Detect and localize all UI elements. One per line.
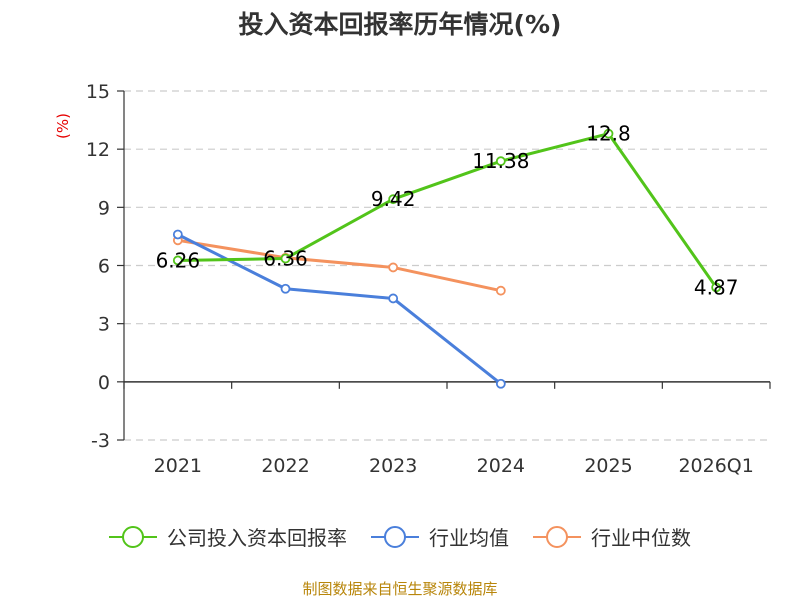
legend-circle-icon: [384, 526, 406, 548]
data-point[interactable]: [495, 378, 506, 389]
y-tick-label: 0: [98, 372, 110, 394]
y-tick-label: 12: [86, 139, 110, 161]
legend-item[interactable]: 行业中位数: [533, 526, 691, 550]
legend[interactable]: 公司投入资本回报率 行业均值 行业中位数: [109, 526, 691, 550]
legend-circle-icon: [546, 526, 568, 548]
data-point[interactable]: [495, 156, 506, 167]
y-tick-label: -3: [91, 430, 110, 452]
series-line: [177, 132, 718, 289]
data-labels: 6.26 6.36 9.42 11.38 12.8 4.87: [156, 122, 739, 300]
data-point[interactable]: [280, 253, 291, 264]
data-point[interactable]: [388, 194, 399, 205]
legend-item[interactable]: 行业均值: [371, 526, 509, 550]
legend-item[interactable]: 公司投入资本回报率: [109, 526, 347, 550]
x-tick-label: 2022: [261, 455, 309, 477]
legend-label: 公司投入资本回报率: [167, 526, 347, 550]
x-tick-label: 2023: [369, 455, 417, 477]
data-point[interactable]: [280, 283, 291, 294]
source-note: 制图数据来自恒生聚源数据库: [302, 580, 497, 598]
series-line: [177, 238, 502, 293]
legend-label: 行业中位数: [591, 526, 691, 550]
legend-circle-icon: [122, 526, 144, 548]
data-label: 4.87: [694, 275, 739, 299]
data-point[interactable]: [172, 229, 183, 240]
data-point[interactable]: [388, 262, 399, 273]
x-tick-label: 2026Q1: [678, 455, 753, 477]
y-tick-label: 9: [98, 197, 110, 219]
data-point[interactable]: [172, 255, 183, 266]
y-tick-label: 6: [98, 256, 110, 278]
data-point[interactable]: [388, 293, 399, 304]
data-label: 6.36: [263, 247, 308, 271]
data-label: 9.42: [371, 187, 416, 211]
series-line: [177, 233, 502, 385]
y-tick-label: 15: [86, 81, 110, 103]
axes: -3 0 3 6 9 12 15 2021 2022 2023 2024 2025 2026Q1: [86, 81, 771, 477]
x-tick-label: 2024: [477, 455, 525, 477]
data-label: 11.38: [472, 149, 529, 173]
x-tick-label: 2021: [154, 455, 202, 477]
data-point[interactable]: [711, 282, 722, 293]
data-label: 6.26: [156, 248, 201, 272]
data-point[interactable]: [495, 285, 506, 296]
chart-title: 投入资本回报率历年情况(%): [239, 10, 562, 39]
y-tick-label: 3: [98, 314, 110, 336]
data-point[interactable]: [603, 128, 614, 139]
series-layer: [172, 128, 722, 389]
x-tick-label: 2025: [584, 455, 632, 477]
y-axis-unit: (%): [54, 113, 72, 139]
data-label: 12.8: [586, 122, 631, 146]
legend-label: 行业均值: [429, 526, 509, 550]
